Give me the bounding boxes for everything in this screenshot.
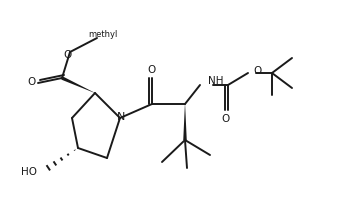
Text: O: O	[63, 50, 71, 60]
Text: O: O	[147, 65, 155, 75]
Text: N: N	[117, 112, 125, 122]
Text: O: O	[27, 77, 35, 87]
Text: O: O	[222, 114, 230, 124]
Polygon shape	[183, 104, 187, 140]
Text: methyl: methyl	[88, 29, 118, 39]
Polygon shape	[61, 76, 95, 93]
Text: O: O	[253, 66, 261, 76]
Text: HO: HO	[21, 167, 37, 177]
Text: NH: NH	[208, 76, 223, 86]
